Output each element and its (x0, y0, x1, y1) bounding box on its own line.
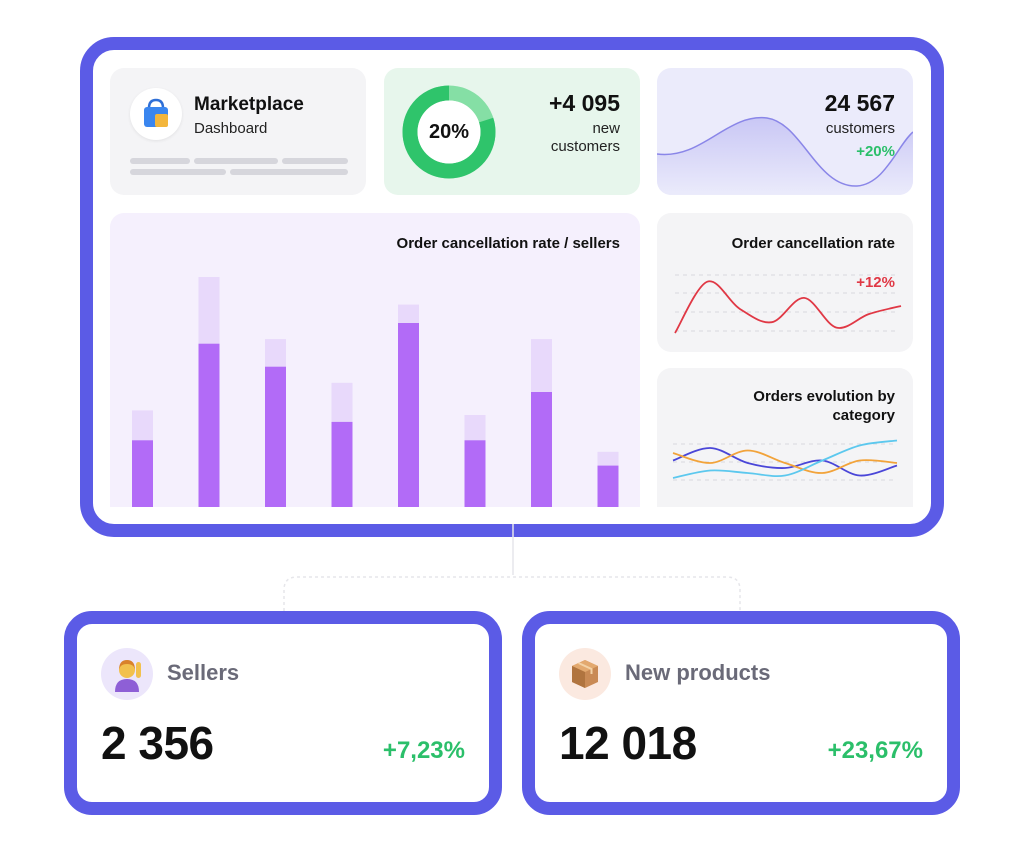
donut-arc (402, 85, 496, 179)
bar-cancelled (464, 440, 486, 507)
skeleton-line (230, 169, 348, 175)
bar-cancelled (331, 421, 353, 507)
brand-title: Marketplace (194, 94, 304, 115)
bar-cancelled (265, 366, 286, 507)
sellers-card: Sellers 2 356 +7,23% (64, 611, 502, 815)
bar-cancelled (531, 392, 552, 507)
new-customers-label-1: new (592, 120, 620, 137)
new-customers-value: +4 095 (549, 90, 620, 116)
new-customers-label-2: customers (550, 138, 620, 155)
new-products-delta: +23,67% (827, 737, 923, 764)
donut-center (417, 100, 481, 164)
cancellation-rate-card: Order cancellation rate +12% (657, 213, 913, 352)
new-products-label: New products (625, 660, 771, 685)
cancellation-rate-line-chart (674, 274, 902, 334)
new-customers-card: 20% +4 095 new customers (384, 68, 640, 195)
cancellation-rate-delta: +12% (856, 274, 895, 291)
cancellation-rate-line (674, 280, 902, 334)
customers-value: 24 567 (824, 90, 895, 116)
sellers-label: Sellers (167, 660, 240, 685)
bar-cancelled (597, 465, 619, 507)
sellers-value: 2 356 (101, 717, 214, 769)
cancellation-sellers-title: Order cancellation rate / sellers (396, 235, 620, 252)
skeleton-line (130, 158, 190, 164)
bar-cancelled (198, 343, 220, 507)
customers-delta: +20% (856, 143, 895, 160)
skeleton-line (282, 158, 348, 164)
bar-cancelled (132, 440, 153, 507)
donut-percent-label: 20% (428, 120, 470, 143)
new-products-card: New products 12 018 +23,67% (522, 611, 960, 815)
customers-label: customers (825, 120, 895, 137)
person-raising-hand-icon (101, 648, 153, 700)
orders-evolution-title-2: category (832, 407, 895, 424)
cancellation-sellers-bar-chart (132, 277, 619, 507)
bar-cancelled (398, 323, 419, 507)
orders-evolution-line-chart (672, 439, 898, 481)
skeleton-line (130, 169, 226, 175)
brand-card: Marketplace Dashboard (110, 68, 366, 195)
category-line-1 (672, 447, 898, 477)
brand-subtitle: Dashboard (194, 120, 268, 137)
skeleton-line (194, 158, 278, 164)
orders-evolution-card: Orders evolution by category (657, 368, 913, 507)
sellers-delta: +7,23% (382, 737, 465, 764)
category-line-3 (672, 439, 898, 479)
orders-evolution-title-1: Orders evolution by (753, 388, 895, 405)
donut-chart (402, 85, 496, 179)
new-products-value: 12 018 (559, 717, 697, 769)
package-icon (559, 648, 611, 700)
customers-card: 24 567 customers +20% (657, 68, 913, 195)
cancellation-rate-title: Order cancellation rate (731, 235, 895, 252)
customers-wave-area (657, 117, 913, 195)
category-line-2 (672, 449, 898, 474)
brand-logo (130, 88, 182, 140)
customers-wave-line (657, 117, 913, 187)
cancellation-sellers-card: Order cancellation rate / sellers (110, 213, 640, 507)
shopping-bag-icon (144, 98, 168, 127)
customers-wave-chart (657, 117, 913, 195)
